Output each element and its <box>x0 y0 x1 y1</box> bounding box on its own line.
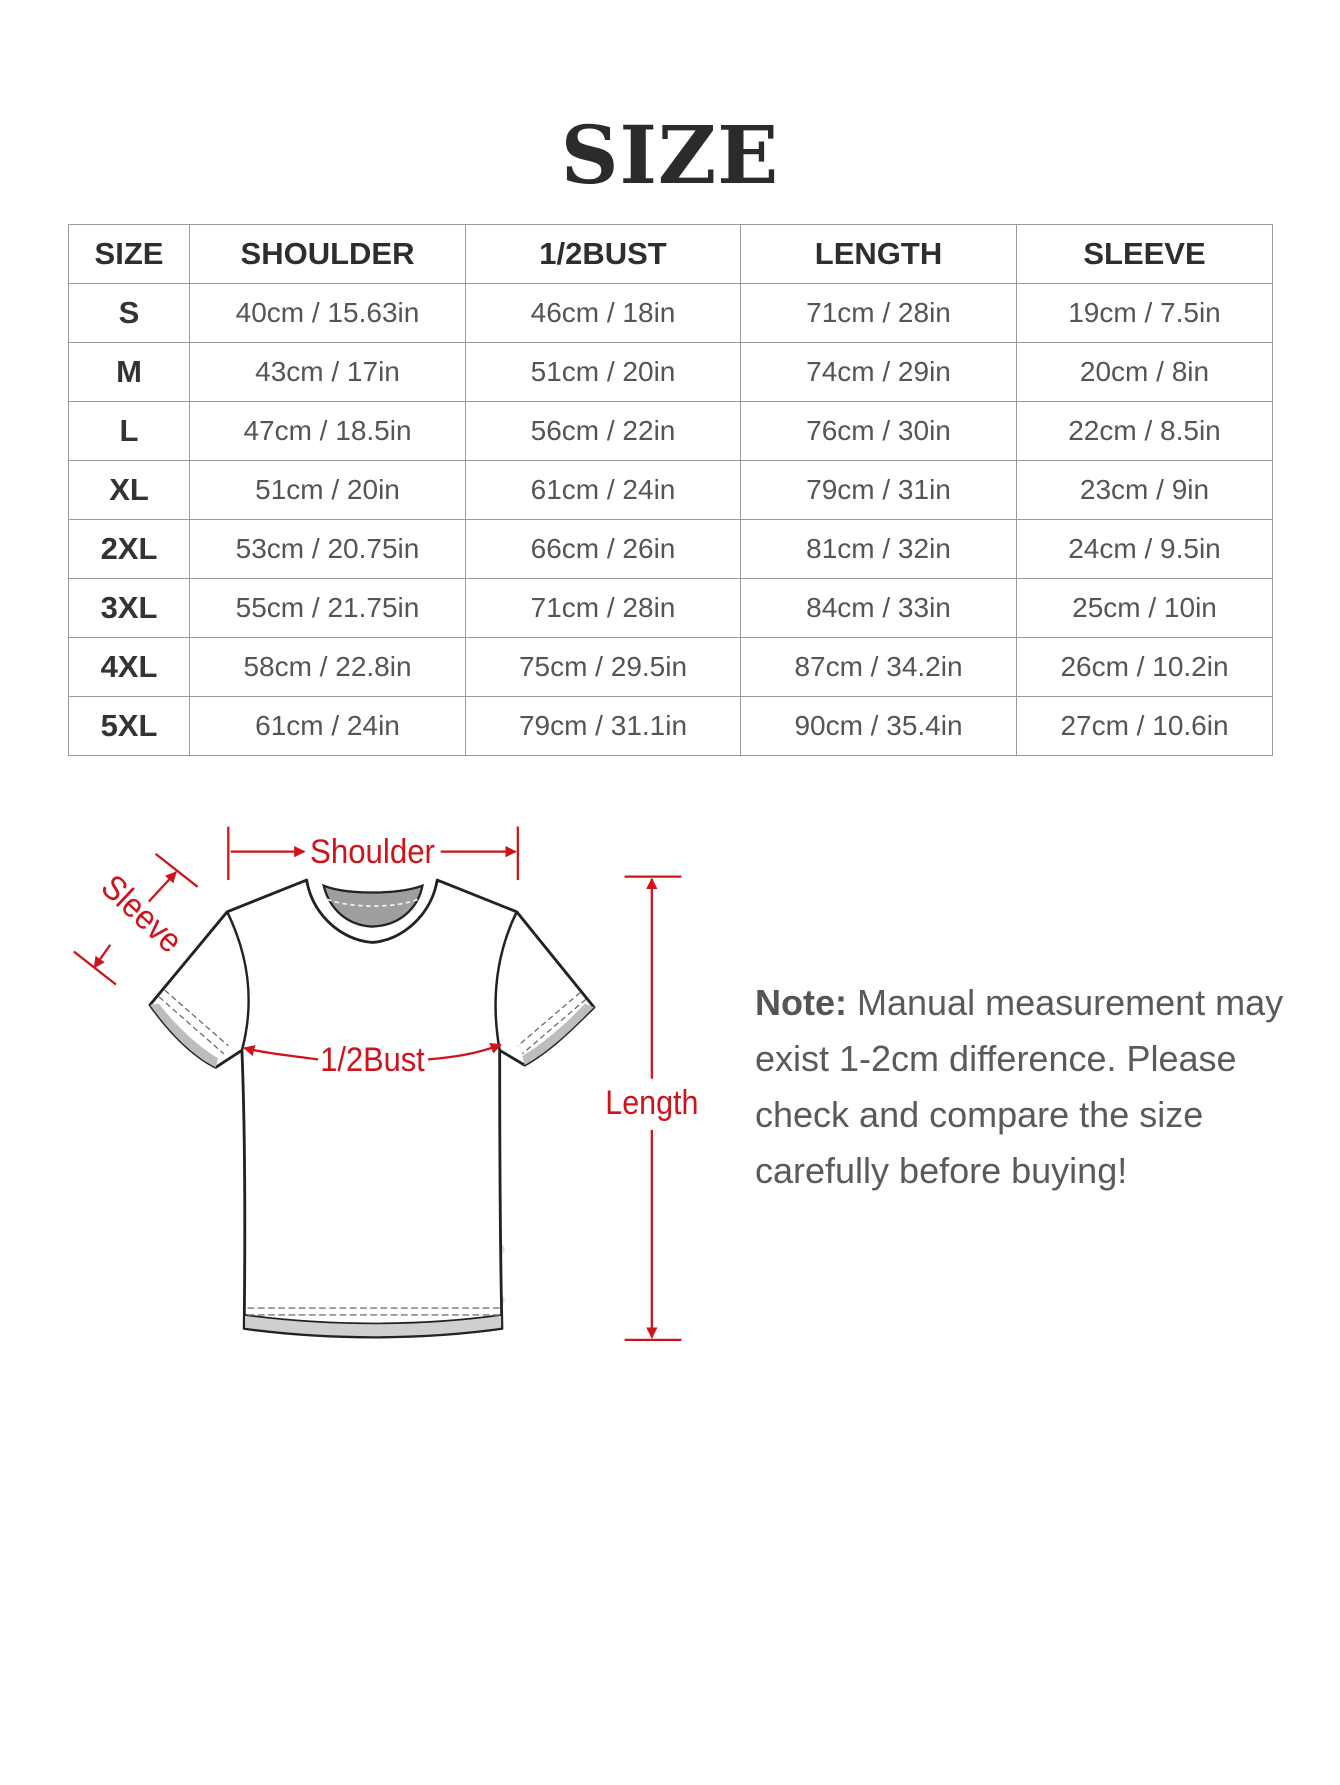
measurement-cell: 53cm / 20.75in <box>189 519 466 579</box>
measurement-cell: 24cm / 9.5in <box>1016 519 1273 579</box>
measurement-cell: 51cm / 20in <box>465 342 741 402</box>
length-label: Length <box>605 1084 698 1122</box>
table-row: L 47cm / 18.5in 56cm / 22in 76cm / 30in 22cm… <box>68 401 1273 461</box>
measurement-cell: 43cm / 17in <box>189 342 466 402</box>
size-cell: L <box>68 401 190 461</box>
measurement-cell: 84cm / 33in <box>740 578 1017 638</box>
measurement-cell: 61cm / 24in <box>189 696 466 756</box>
note-label: Note: <box>755 982 847 1023</box>
table-row: M 43cm / 17in 51cm / 20in 74cm / 29in 20cm /… <box>68 342 1273 402</box>
measurement-cell: 23cm / 9in <box>1016 460 1273 520</box>
measurement-cell: 74cm / 29in <box>740 342 1017 402</box>
size-cell: 4XL <box>68 637 190 697</box>
measurement-cell: 75cm / 29.5in <box>465 637 741 697</box>
measurement-cell: 22cm / 8.5in <box>1016 401 1273 461</box>
note-text: Manual measurement may exist 1-2cm diffe… <box>755 982 1284 1191</box>
size-cell: 5XL <box>68 696 190 756</box>
table-row: S 40cm / 15.63in 46cm / 18in 71cm / 28in 19c… <box>68 283 1273 343</box>
column-header: SLEEVE <box>1016 224 1273 284</box>
size-table: SIZE SHOULDER 1/2BUST LENGTH SLEEVE S 40cm / … <box>68 224 1273 756</box>
column-header: SIZE <box>68 224 190 284</box>
measurement-cell: 26cm / 10.2in <box>1016 637 1273 697</box>
measurement-cell: 55cm / 21.75in <box>189 578 466 638</box>
size-cell: S <box>68 283 190 343</box>
page-title: SIZE <box>560 108 780 202</box>
bust-label: 1/2Bust <box>320 1041 425 1079</box>
column-header: 1/2BUST <box>465 224 741 284</box>
size-cell: 2XL <box>68 519 190 579</box>
measurement-cell: 19cm / 7.5in <box>1016 283 1273 343</box>
table-row: 3XL 55cm / 21.75in 71cm / 28in 84cm / 33in 2… <box>68 578 1273 638</box>
measurement-cell: 71cm / 28in <box>465 578 741 638</box>
tshirt-icon <box>148 878 596 1339</box>
measurement-cell: 25cm / 10in <box>1016 578 1273 638</box>
size-cell: 3XL <box>68 578 190 638</box>
measurement-cell: 66cm / 26in <box>465 519 741 579</box>
measurement-cell: 51cm / 20in <box>189 460 466 520</box>
measurement-cell: 81cm / 32in <box>740 519 1017 579</box>
measurement-cell: 79cm / 31in <box>740 460 1017 520</box>
measurement-cell: 79cm / 31.1in <box>465 696 741 756</box>
measurement-cell: 90cm / 35.4in <box>740 696 1017 756</box>
measurement-cell: 40cm / 15.63in <box>189 283 466 343</box>
measurement-cell: 20cm / 8in <box>1016 342 1273 402</box>
measurement-note: Note: Manual measurement may exist 1-2cm… <box>755 975 1315 1199</box>
size-cell: M <box>68 342 190 402</box>
table-header-row: SIZE SHOULDER 1/2BUST LENGTH SLEEVE <box>68 224 1273 284</box>
measurement-cell: 61cm / 24in <box>465 460 741 520</box>
table-row: 2XL 53cm / 20.75in 66cm / 26in 81cm / 32in 2… <box>68 519 1273 579</box>
measurement-cell: 76cm / 30in <box>740 401 1017 461</box>
shoulder-label: Shoulder <box>310 833 435 871</box>
measurement-cell: 56cm / 22in <box>465 401 741 461</box>
measurement-cell: 27cm / 10.6in <box>1016 696 1273 756</box>
measurement-cell: 46cm / 18in <box>465 283 741 343</box>
column-header: LENGTH <box>740 224 1017 284</box>
table-row: XL 51cm / 20in 61cm / 24in 79cm / 31in 23cm … <box>68 460 1273 520</box>
measurement-cell: 58cm / 22.8in <box>189 637 466 697</box>
measurement-cell: 47cm / 18.5in <box>189 401 466 461</box>
table-row: 5XL 61cm / 24in 79cm / 31.1in 90cm / 35.4in… <box>68 696 1273 756</box>
